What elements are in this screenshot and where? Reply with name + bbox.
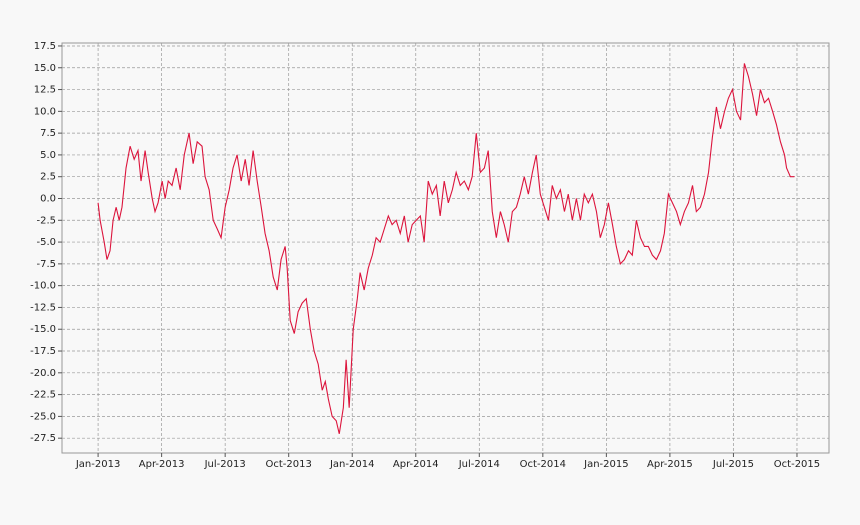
y-tick-label: -25.0 [30,411,56,422]
y-tick-label: -7.5 [36,259,56,270]
y-tick-label: 15.0 [34,63,56,74]
y-tick-label: -20.0 [30,368,56,379]
y-tick-label: 7.5 [40,128,56,139]
line-series [97,63,795,434]
y-tick-label: 2.5 [40,172,56,183]
y-tick-label: -2.5 [36,215,56,226]
y-tick-label: -15.0 [30,324,56,335]
x-tick-label: Jan-2014 [329,459,374,470]
y-tick-label: -5.0 [36,237,56,248]
x-tick-label: Jan-2013 [75,459,120,470]
x-tick-label: Jan-2015 [583,459,628,470]
x-tick-label: Jul-2014 [458,459,500,470]
plot-area [61,42,830,454]
y-tick-label: -22.5 [30,390,56,401]
y-tick-label: 17.5 [34,41,56,52]
y-tick-label: -12.5 [30,302,56,313]
y-tick-label: 0.0 [40,193,56,204]
y-tick-label: -27.5 [30,433,56,444]
x-tick-label: Oct-2015 [774,459,820,470]
x-tick-label: Jul-2015 [712,459,754,470]
x-tick-label: Jul-2013 [204,459,246,470]
x-tick-label: Apr-2015 [647,459,693,470]
y-tick-label: 5.0 [40,150,56,161]
x-tick-label: Oct-2014 [520,459,566,470]
y-tick-label: 10.0 [34,106,56,117]
x-tick-label: Apr-2013 [139,459,185,470]
x-tick-label: Oct-2013 [266,459,312,470]
x-tick-label: Apr-2014 [393,459,439,470]
y-tick-label: -10.0 [30,281,56,292]
y-tick-label: 12.5 [34,85,56,96]
y-tick-label: -17.5 [30,346,56,357]
